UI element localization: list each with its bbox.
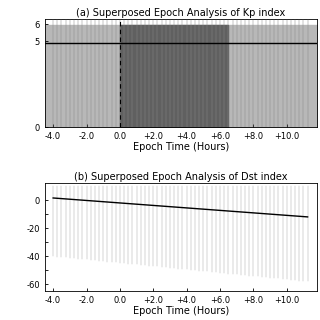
X-axis label: Epoch Time (Hours): Epoch Time (Hours) [133,142,229,152]
Title: (a) Superposed Epoch Analysis of Kp index: (a) Superposed Epoch Analysis of Kp inde… [76,8,285,19]
Title: (b) Superposed Epoch Analysis of Dst index: (b) Superposed Epoch Analysis of Dst ind… [74,172,288,182]
X-axis label: Epoch Time (Hours): Epoch Time (Hours) [133,307,229,316]
